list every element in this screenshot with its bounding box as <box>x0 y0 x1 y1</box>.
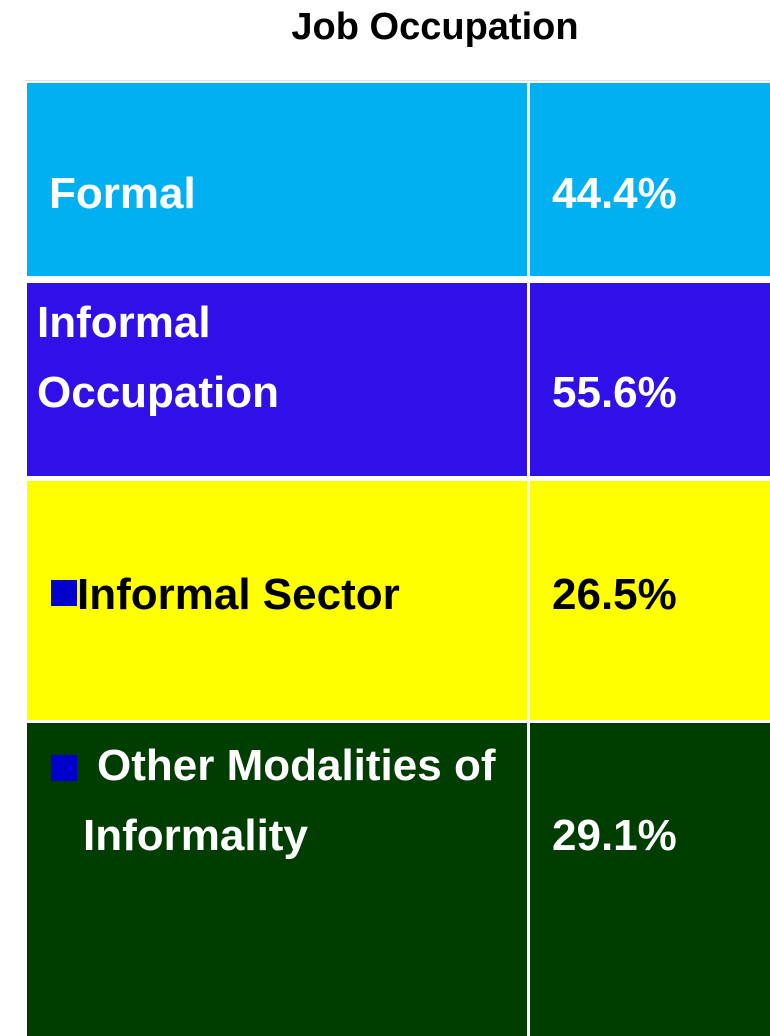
row-label-cell: Informal Occupation <box>27 283 527 476</box>
title: Job Occupation <box>291 6 579 48</box>
bullet <box>51 580 77 607</box>
row-value-cell: 29.1% <box>530 723 770 1036</box>
row-label-cell: Formal <box>27 83 527 276</box>
row-label: Informal Sector <box>77 570 400 619</box>
row-label-cell: Other Modalities of Informality <box>27 723 527 1036</box>
row-label-cell: Informal Sector <box>27 481 527 720</box>
row-label: Informal Occupation <box>37 298 280 417</box>
row-value-cell: 26.5% <box>530 481 770 720</box>
row-value: 44.4% <box>552 169 677 218</box>
row-value: 29.1% <box>552 811 677 860</box>
bullet <box>51 755 77 781</box>
table: Formal 44.4% Informal Occupation 55.6% I… <box>25 80 770 1036</box>
row-value-cell: 44.4% <box>530 83 770 276</box>
row-label: Formal <box>49 169 196 218</box>
row-value: 55.6% <box>552 368 677 417</box>
row-label: Other Modalities of Informality <box>83 741 496 860</box>
row-value: 26.5% <box>552 570 677 619</box>
row-value-cell: 55.6% <box>530 283 770 476</box>
row-label-wrap: Informal Sector <box>51 560 400 630</box>
